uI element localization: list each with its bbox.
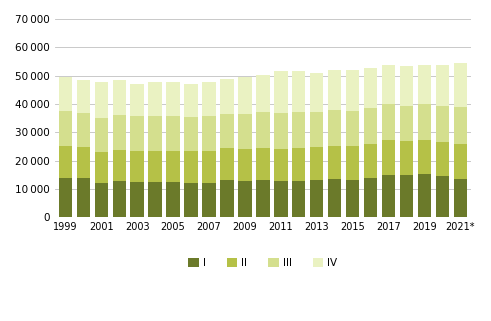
Bar (77, 147, 90, 178)
Bar (202, 82, 216, 116)
Bar (310, 180, 324, 217)
Bar (58, 146, 72, 178)
Bar (112, 181, 126, 217)
Bar (292, 112, 305, 148)
Bar (400, 175, 413, 217)
Bar (454, 107, 467, 144)
Bar (364, 108, 377, 144)
Bar (346, 146, 359, 180)
Bar (400, 66, 413, 106)
Bar (148, 82, 162, 116)
Bar (436, 65, 449, 106)
Bar (131, 116, 144, 151)
Bar (58, 77, 72, 111)
Bar (274, 71, 288, 113)
Bar (184, 117, 198, 151)
Bar (328, 110, 341, 146)
Bar (346, 111, 359, 146)
Bar (382, 65, 395, 104)
Bar (400, 141, 413, 175)
Bar (202, 116, 216, 151)
Bar (256, 74, 270, 112)
Bar (148, 182, 162, 217)
Bar (274, 181, 288, 217)
Bar (310, 147, 324, 180)
Bar (400, 106, 413, 141)
Bar (220, 148, 234, 180)
Bar (310, 112, 324, 147)
Bar (148, 151, 162, 182)
Bar (238, 77, 251, 114)
Bar (436, 106, 449, 142)
Bar (310, 73, 324, 112)
Bar (166, 82, 180, 117)
Bar (58, 111, 72, 146)
Bar (148, 116, 162, 151)
Bar (328, 70, 341, 110)
Bar (95, 82, 108, 118)
Bar (112, 115, 126, 150)
Bar (364, 144, 377, 178)
Bar (77, 113, 90, 147)
Bar (256, 180, 270, 217)
Bar (166, 151, 180, 182)
Bar (328, 146, 341, 179)
Bar (436, 176, 449, 217)
Bar (95, 183, 108, 217)
Bar (184, 183, 198, 217)
Bar (238, 114, 251, 149)
Bar (95, 152, 108, 183)
Bar (202, 151, 216, 183)
Bar (418, 175, 431, 217)
Bar (364, 178, 377, 217)
Bar (274, 149, 288, 181)
Bar (454, 179, 467, 217)
Bar (184, 84, 198, 117)
Bar (202, 183, 216, 217)
Bar (382, 175, 395, 217)
Bar (256, 112, 270, 148)
Bar (364, 68, 377, 108)
Bar (256, 148, 270, 180)
Bar (238, 149, 251, 181)
Bar (436, 142, 449, 176)
Bar (382, 141, 395, 175)
Bar (112, 80, 126, 115)
Bar (292, 148, 305, 181)
Bar (166, 182, 180, 217)
Bar (166, 117, 180, 151)
Bar (220, 79, 234, 114)
Bar (220, 114, 234, 148)
Bar (77, 80, 90, 113)
Bar (328, 179, 341, 217)
Bar (292, 71, 305, 112)
Bar (77, 178, 90, 217)
Bar (58, 178, 72, 217)
Bar (418, 104, 431, 140)
Bar (112, 150, 126, 181)
Bar (238, 181, 251, 217)
Bar (131, 84, 144, 116)
Bar (292, 181, 305, 217)
Bar (95, 118, 108, 152)
Bar (418, 65, 431, 104)
Legend: I, II, III, IV: I, II, III, IV (184, 254, 342, 273)
Bar (131, 151, 144, 182)
Bar (346, 70, 359, 111)
Bar (220, 180, 234, 217)
Bar (131, 182, 144, 217)
Bar (454, 144, 467, 179)
Bar (274, 113, 288, 149)
Bar (418, 140, 431, 175)
Bar (382, 104, 395, 141)
Bar (454, 64, 467, 107)
Bar (184, 151, 198, 183)
Bar (346, 180, 359, 217)
